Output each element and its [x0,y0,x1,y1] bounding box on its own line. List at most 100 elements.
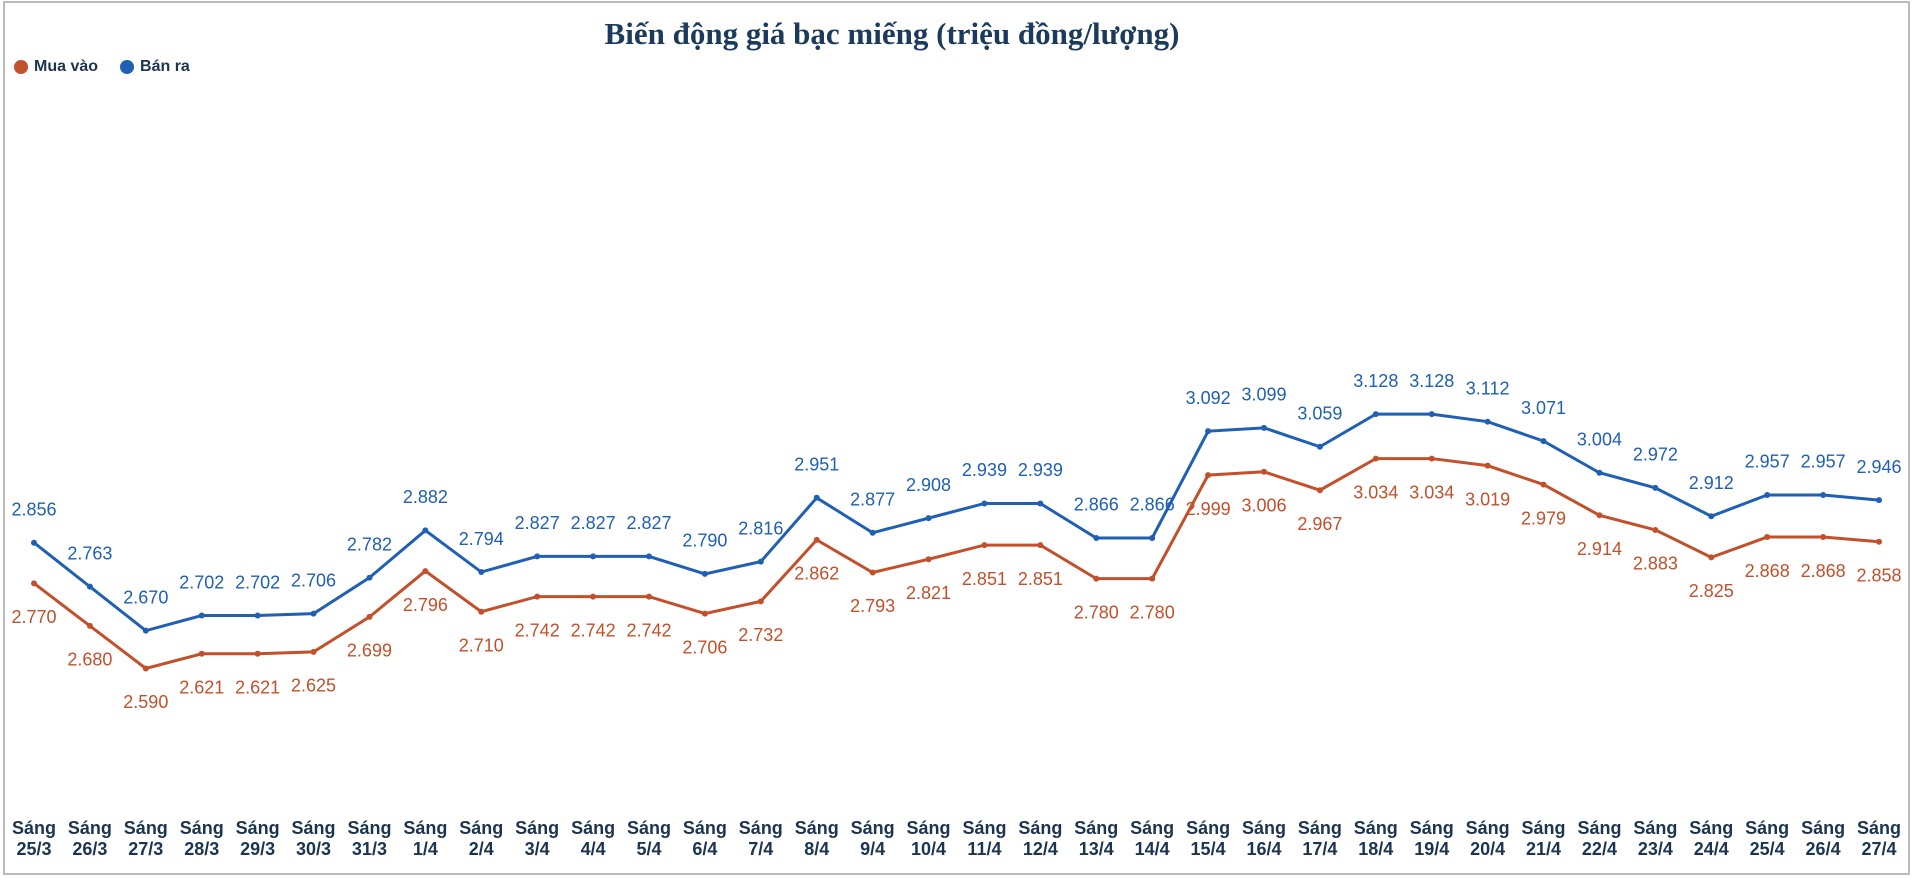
data-point [1428,411,1435,418]
x-tick-label: Sáng 26/4 [1801,818,1846,859]
x-tick-label: Sáng 21/4 [1521,818,1566,859]
x-tick-label: Sáng 16/4 [1241,818,1286,859]
data-label: 3.092 [1186,388,1231,408]
data-label: 2.793 [850,596,895,616]
data-point [198,612,205,619]
data-label: 2.742 [626,620,671,640]
data-point [1820,534,1827,541]
data-point [981,542,988,549]
data-label: 3.004 [1577,429,1622,449]
data-label: 2.957 [1801,452,1846,472]
data-point [1596,469,1603,476]
data-label: 2.732 [738,625,783,645]
data-label: 2.868 [1801,561,1846,581]
data-label: 2.862 [794,564,839,584]
data-point [1316,443,1323,450]
data-label: 2.827 [515,513,560,533]
data-label: 2.866 [1074,495,1119,515]
x-tick-label: Sáng 24/4 [1689,818,1734,859]
data-point [869,569,876,576]
data-label: 2.939 [1018,460,1063,480]
x-tick-label: Sáng 15/4 [1186,818,1231,859]
data-label: 3.006 [1241,496,1286,516]
data-point [534,593,541,600]
data-label: 2.796 [403,595,448,615]
legend-label: Mua vào [34,58,98,75]
x-tick-label: Sáng 14/4 [1130,818,1175,859]
x-tick-label: Sáng 27/3 [123,818,168,859]
legend-marker [120,60,135,74]
x-tick-label: Sáng 18/4 [1353,818,1398,859]
data-point [1149,534,1156,541]
x-tick-label: Sáng 28/3 [179,818,224,859]
data-label: 3.099 [1241,385,1286,405]
data-label: 3.019 [1465,489,1510,509]
data-point [701,570,708,577]
data-label: 2.851 [962,569,1007,589]
data-point [1093,575,1100,582]
data-point [1708,513,1715,520]
data-label: 2.999 [1186,499,1231,519]
data-point [1540,481,1547,488]
data-point [1764,534,1771,541]
data-point [478,569,485,576]
x-tick-label: Sáng 2/4 [459,818,504,859]
data-point [31,580,37,587]
x-tick-label: Sáng 17/4 [1297,818,1342,859]
data-point [310,610,317,617]
x-tick-label: Sáng 25/3 [11,818,56,859]
data-label: 2.914 [1577,539,1622,559]
data-label: 2.883 [1633,554,1678,574]
data-label: 2.621 [179,678,224,698]
data-label: 2.780 [1130,602,1175,622]
data-label: 2.939 [962,460,1007,480]
data-label: 2.680 [67,650,112,670]
data-point [198,650,205,657]
x-tick-label: Sáng 4/4 [571,818,616,859]
data-point [31,539,37,546]
x-tick-label: Sáng 23/4 [1633,818,1678,859]
data-label: 2.670 [123,587,168,607]
data-point [1708,554,1715,561]
series-line [33,412,1880,633]
data-label: 2.706 [291,570,336,590]
data-label: 2.967 [1297,514,1342,534]
data-label: 2.827 [571,513,616,533]
data-label: 2.851 [1018,569,1063,589]
x-tick-label: Sáng 8/4 [794,818,839,859]
data-point [254,612,261,619]
data-label: 3.112 [1466,378,1510,398]
x-tick-label: Sáng 3/4 [515,818,560,859]
frame [3,1,1910,875]
x-tick-label: Sáng 7/4 [738,818,783,859]
x-tick-label: Sáng 26/3 [67,818,112,859]
data-point [366,574,373,581]
data-label: 2.908 [906,475,951,495]
data-point [1205,472,1212,479]
data-label: 2.827 [626,513,671,533]
data-label: 2.946 [1856,457,1901,477]
data-point [534,553,541,560]
data-point [422,527,429,534]
data-point [142,627,149,634]
x-tick-label: Sáng 12/4 [1018,818,1063,859]
data-point [590,593,597,600]
data-label: 2.821 [906,583,951,603]
data-point [1764,491,1771,498]
x-tick-label: Sáng 22/4 [1577,818,1622,859]
data-label: 2.794 [459,529,504,549]
data-point [1093,534,1100,541]
data-label: 2.706 [682,637,727,657]
data-label: 3.071 [1521,398,1566,418]
data-point [310,648,317,655]
data-point [422,568,429,575]
data-label: 2.912 [1689,473,1734,493]
legend-marker [14,60,28,74]
data-point [1820,491,1827,498]
data-point [590,553,597,560]
data-label: 2.710 [459,635,504,655]
data-label: 2.621 [235,678,280,698]
data-point [1372,411,1379,418]
